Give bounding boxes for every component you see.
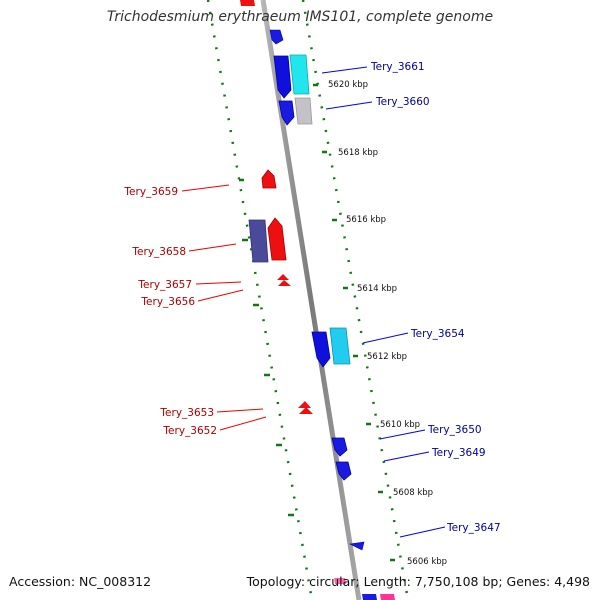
reverse-label-leaders: [181, 184, 267, 431]
gene-feature-top[interactable]: [269, 29, 284, 45]
gene-feature-tery-3658-dark[interactable]: [248, 219, 269, 263]
scale-label: 5614 kbp: [357, 284, 397, 294]
topology-info: Topology: circular; Length: 7,750,108 bp…: [246, 574, 590, 589]
scale-major-ticks: [239, 83, 395, 562]
gene-feature-tery-3650[interactable]: [331, 437, 348, 457]
gene-feature-top-red[interactable]: [240, 0, 255, 6]
gene-feature-tery-3660[interactable]: [278, 100, 295, 126]
gene-feature-bottom-blue[interactable]: [362, 594, 377, 600]
gene-feature-tery-3647[interactable]: [349, 541, 365, 551]
gene-label-tery-3657[interactable]: Tery_3657: [137, 279, 192, 291]
gene-label-tery-3647[interactable]: Tery_3647: [446, 522, 501, 534]
gene-label-tery-3652[interactable]: Tery_3652: [162, 425, 217, 437]
scale-label: 5620 kbp: [328, 80, 368, 90]
forward-scale-track: [301, 0, 410, 600]
gene-feature-bottom-pink[interactable]: [380, 594, 395, 600]
gene-feature-pink-lower[interactable]: [334, 578, 346, 584]
gene-feature-grey[interactable]: [294, 97, 313, 125]
gene-label-tery-3654[interactable]: Tery_3654: [410, 328, 465, 340]
gene-feature-tery-3657[interactable]: [277, 274, 289, 280]
gene-label-tery-3653[interactable]: Tery_3653: [159, 407, 214, 419]
scale-label: 5612 kbp: [367, 352, 407, 362]
forward-label-leaders: [321, 66, 446, 538]
accession-info: Accession: NC_008312: [9, 574, 152, 589]
gene-label-tery-3658[interactable]: Tery_3658: [131, 246, 186, 258]
gene-feature-tery-3653[interactable]: [298, 401, 311, 408]
gene-feature-tery-3652[interactable]: [299, 407, 313, 414]
scale-labels: 5620 kbp 5618 kbp 5616 kbp 5614 kbp 5612…: [328, 80, 447, 567]
scale-label: 5616 kbp: [346, 215, 386, 225]
gene-label-tery-3649[interactable]: Tery_3649: [431, 447, 486, 459]
gene-feature-cyan-1[interactable]: [289, 54, 310, 95]
gene-feature-cyan-2[interactable]: [329, 327, 351, 365]
forward-gene-features: [269, 29, 395, 600]
gene-feature-tery-3661[interactable]: [273, 55, 292, 99]
map-title: Trichodesmium erythraeum IMS101, complet…: [106, 9, 494, 25]
forward-gene-labels: Tery_3661 Tery_3660 Tery_3654 Tery_3650 …: [370, 61, 501, 534]
gene-feature-tery-3654[interactable]: [311, 331, 331, 368]
reverse-gene-labels: Tery_3659 Tery_3658 Tery_3657 Tery_3656 …: [123, 186, 217, 437]
gene-feature-tery-3658[interactable]: [267, 217, 287, 261]
gene-label-tery-3661[interactable]: Tery_3661: [370, 61, 425, 73]
scale-label: 5608 kbp: [393, 488, 433, 498]
gene-label-tery-3659[interactable]: Tery_3659: [123, 186, 178, 198]
scale-label: 5618 kbp: [338, 148, 378, 158]
gene-feature-tery-3656[interactable]: [278, 280, 291, 286]
reverse-gene-features: [240, 0, 346, 584]
scale-label: 5606 kbp: [407, 557, 447, 567]
genome-backbone: [260, 0, 362, 600]
gene-feature-tery-3649[interactable]: [335, 461, 352, 481]
scale-label: 5610 kbp: [380, 420, 420, 430]
gene-feature-tery-3659[interactable]: [261, 169, 277, 189]
gene-label-tery-3650[interactable]: Tery_3650: [427, 424, 482, 436]
gene-label-tery-3660[interactable]: Tery_3660: [375, 96, 430, 108]
gene-label-tery-3656[interactable]: Tery_3656: [140, 296, 195, 308]
